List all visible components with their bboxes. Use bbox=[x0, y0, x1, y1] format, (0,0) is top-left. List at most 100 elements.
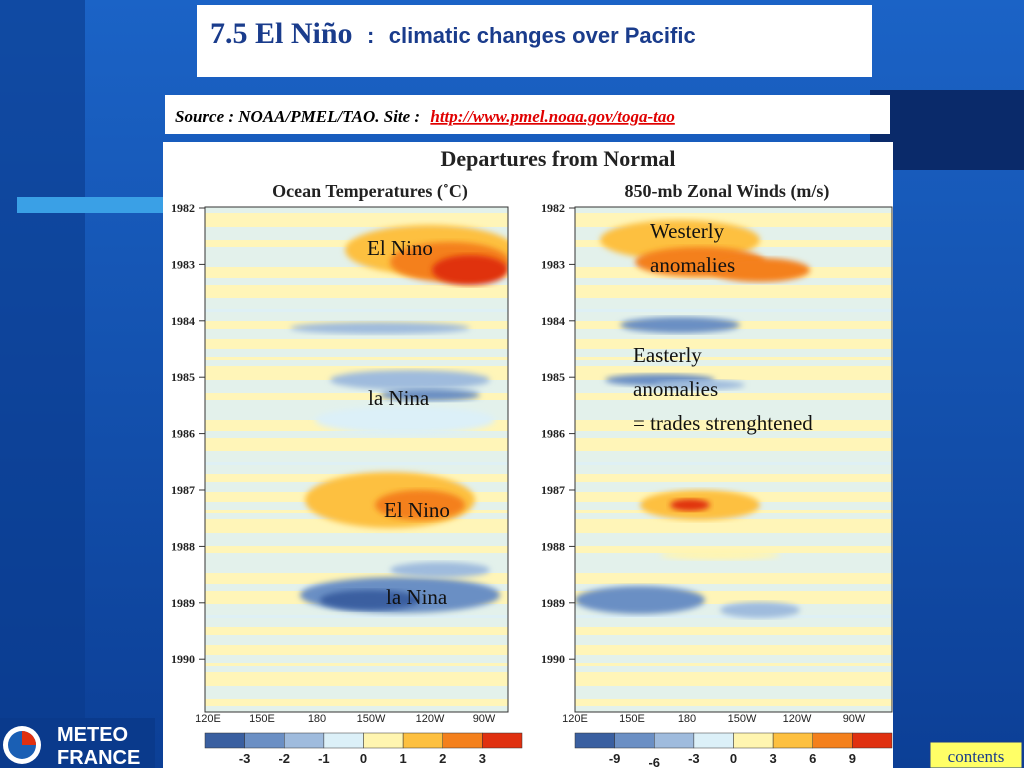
heatmap-blob bbox=[655, 380, 745, 390]
heatmap-band bbox=[575, 584, 892, 591]
heatmap-band bbox=[575, 278, 892, 285]
y-tick-label: 1987 bbox=[541, 483, 565, 497]
heatmap-band bbox=[575, 298, 892, 312]
heatmap-band bbox=[575, 451, 892, 465]
logo-icon bbox=[22, 731, 36, 745]
heatmap-blob bbox=[315, 406, 495, 434]
left-band bbox=[0, 0, 85, 768]
annotation: la Nina bbox=[386, 585, 448, 609]
y-tick-label: 1985 bbox=[541, 370, 565, 384]
heatmap-band bbox=[575, 635, 892, 645]
annotation: anomalies bbox=[650, 253, 735, 277]
annotation: anomalies bbox=[633, 377, 718, 401]
contents-button[interactable] bbox=[929, 741, 1023, 768]
y-tick-label: 1984 bbox=[171, 314, 195, 328]
colorbar-label: 3 bbox=[479, 751, 486, 766]
x-tick-label: 90W bbox=[473, 713, 496, 725]
colorbar-cell bbox=[363, 732, 404, 749]
colorbar-cell bbox=[614, 732, 655, 749]
x-tick-label: 120W bbox=[783, 713, 812, 725]
colorbar-label: -1 bbox=[318, 751, 330, 766]
y-tick-label: 1988 bbox=[541, 539, 565, 553]
x-tick-label: 120W bbox=[416, 713, 445, 725]
y-tick-label: 1983 bbox=[541, 257, 565, 271]
colorbar-cell bbox=[574, 732, 615, 749]
source: Source : NOAA/PMEL/TAO. Site : http://ww… bbox=[175, 107, 675, 126]
heatmap-band bbox=[575, 462, 892, 474]
heatmap-band bbox=[205, 400, 508, 411]
colorbar-label: 2 bbox=[439, 751, 446, 766]
annotation: El Nino bbox=[367, 236, 433, 260]
colorbar-label: -6 bbox=[648, 755, 660, 768]
heatmap-blob bbox=[290, 322, 470, 334]
colorbar-label: -2 bbox=[278, 751, 290, 766]
colorbar-label: 1 bbox=[400, 751, 407, 766]
y-tick-label: 1989 bbox=[541, 596, 565, 610]
contents-label[interactable]: contents bbox=[948, 747, 1005, 766]
source-link[interactable]: http://www.pmel.noaa.gov/toga-tao bbox=[430, 107, 674, 126]
source-text: Source : NOAA/PMEL/TAO. Site : bbox=[175, 107, 420, 126]
x-tick-label: 120E bbox=[195, 713, 221, 725]
colorbar-cell bbox=[284, 732, 325, 749]
colorbar-cell bbox=[442, 732, 483, 749]
panel-title: Ocean Temperatures (˚C) bbox=[272, 181, 468, 202]
y-tick-label: 1990 bbox=[541, 652, 565, 666]
heatmap-blob bbox=[432, 255, 508, 285]
colorbar-cell bbox=[693, 732, 734, 749]
heatmap-band bbox=[205, 207, 508, 213]
colorbar-cell bbox=[852, 732, 893, 749]
y-tick-label: 1983 bbox=[171, 257, 195, 271]
heatmap-band bbox=[205, 298, 508, 312]
heatmap-band bbox=[575, 207, 892, 213]
colorbar-cell bbox=[772, 732, 813, 749]
title-box bbox=[197, 5, 872, 77]
heatmap-band bbox=[205, 706, 508, 712]
y-tick-label: 1984 bbox=[541, 314, 565, 328]
heatmap-band bbox=[575, 329, 892, 339]
y-tick-label: 1987 bbox=[171, 483, 195, 497]
heatmap-band bbox=[575, 666, 892, 672]
colorbar-cell bbox=[812, 732, 853, 749]
heatmap-band bbox=[575, 482, 892, 492]
heatmap-right bbox=[575, 207, 892, 712]
y-tick-label: 1985 bbox=[171, 370, 195, 384]
heatmap-band bbox=[205, 615, 508, 627]
colorbar-label: 9 bbox=[849, 751, 856, 766]
annotation: El Nino bbox=[384, 498, 450, 522]
colorbar-label: -9 bbox=[609, 751, 621, 766]
heatmap-band bbox=[205, 666, 508, 672]
heatmap-blob bbox=[670, 499, 710, 511]
x-tick-label: 150W bbox=[357, 713, 386, 725]
panel-title: 850-mb Zonal Winds (m/s) bbox=[625, 181, 830, 202]
colorbar-label: 0 bbox=[360, 751, 367, 766]
x-tick-label: 150E bbox=[619, 713, 645, 725]
x-tick-label: 150E bbox=[249, 713, 275, 725]
heatmap-band bbox=[205, 309, 508, 321]
heatmap-band bbox=[205, 564, 508, 573]
heatmap-band bbox=[205, 686, 508, 699]
accent-block bbox=[870, 90, 1024, 170]
title-main: 7.5 El Niño bbox=[210, 17, 353, 50]
heatmap-blob bbox=[660, 550, 780, 560]
y-tick-label: 1986 bbox=[171, 427, 195, 441]
annotation: = trades strenghtened bbox=[633, 411, 813, 435]
heatmap-band bbox=[575, 400, 892, 411]
heatmap-band bbox=[575, 686, 892, 699]
heatmap-band bbox=[205, 431, 508, 438]
heatmap-blob bbox=[380, 389, 480, 401]
heatmap-band bbox=[205, 360, 508, 366]
colorbar-cell bbox=[654, 732, 695, 749]
heatmap-band bbox=[205, 349, 508, 357]
heatmap-band bbox=[205, 635, 508, 645]
colorbar-cell bbox=[323, 732, 364, 749]
logo-text: FRANCE bbox=[57, 747, 140, 768]
heatmap-band bbox=[575, 360, 892, 366]
heatmap-band bbox=[575, 349, 892, 357]
colorbar-label: -3 bbox=[688, 751, 700, 766]
colorbar-cell bbox=[733, 732, 774, 749]
y-tick-label: 1989 bbox=[171, 596, 195, 610]
heatmap-left bbox=[205, 207, 508, 712]
x-tick-label: 120E bbox=[562, 713, 588, 725]
heatmap-band bbox=[575, 309, 892, 321]
